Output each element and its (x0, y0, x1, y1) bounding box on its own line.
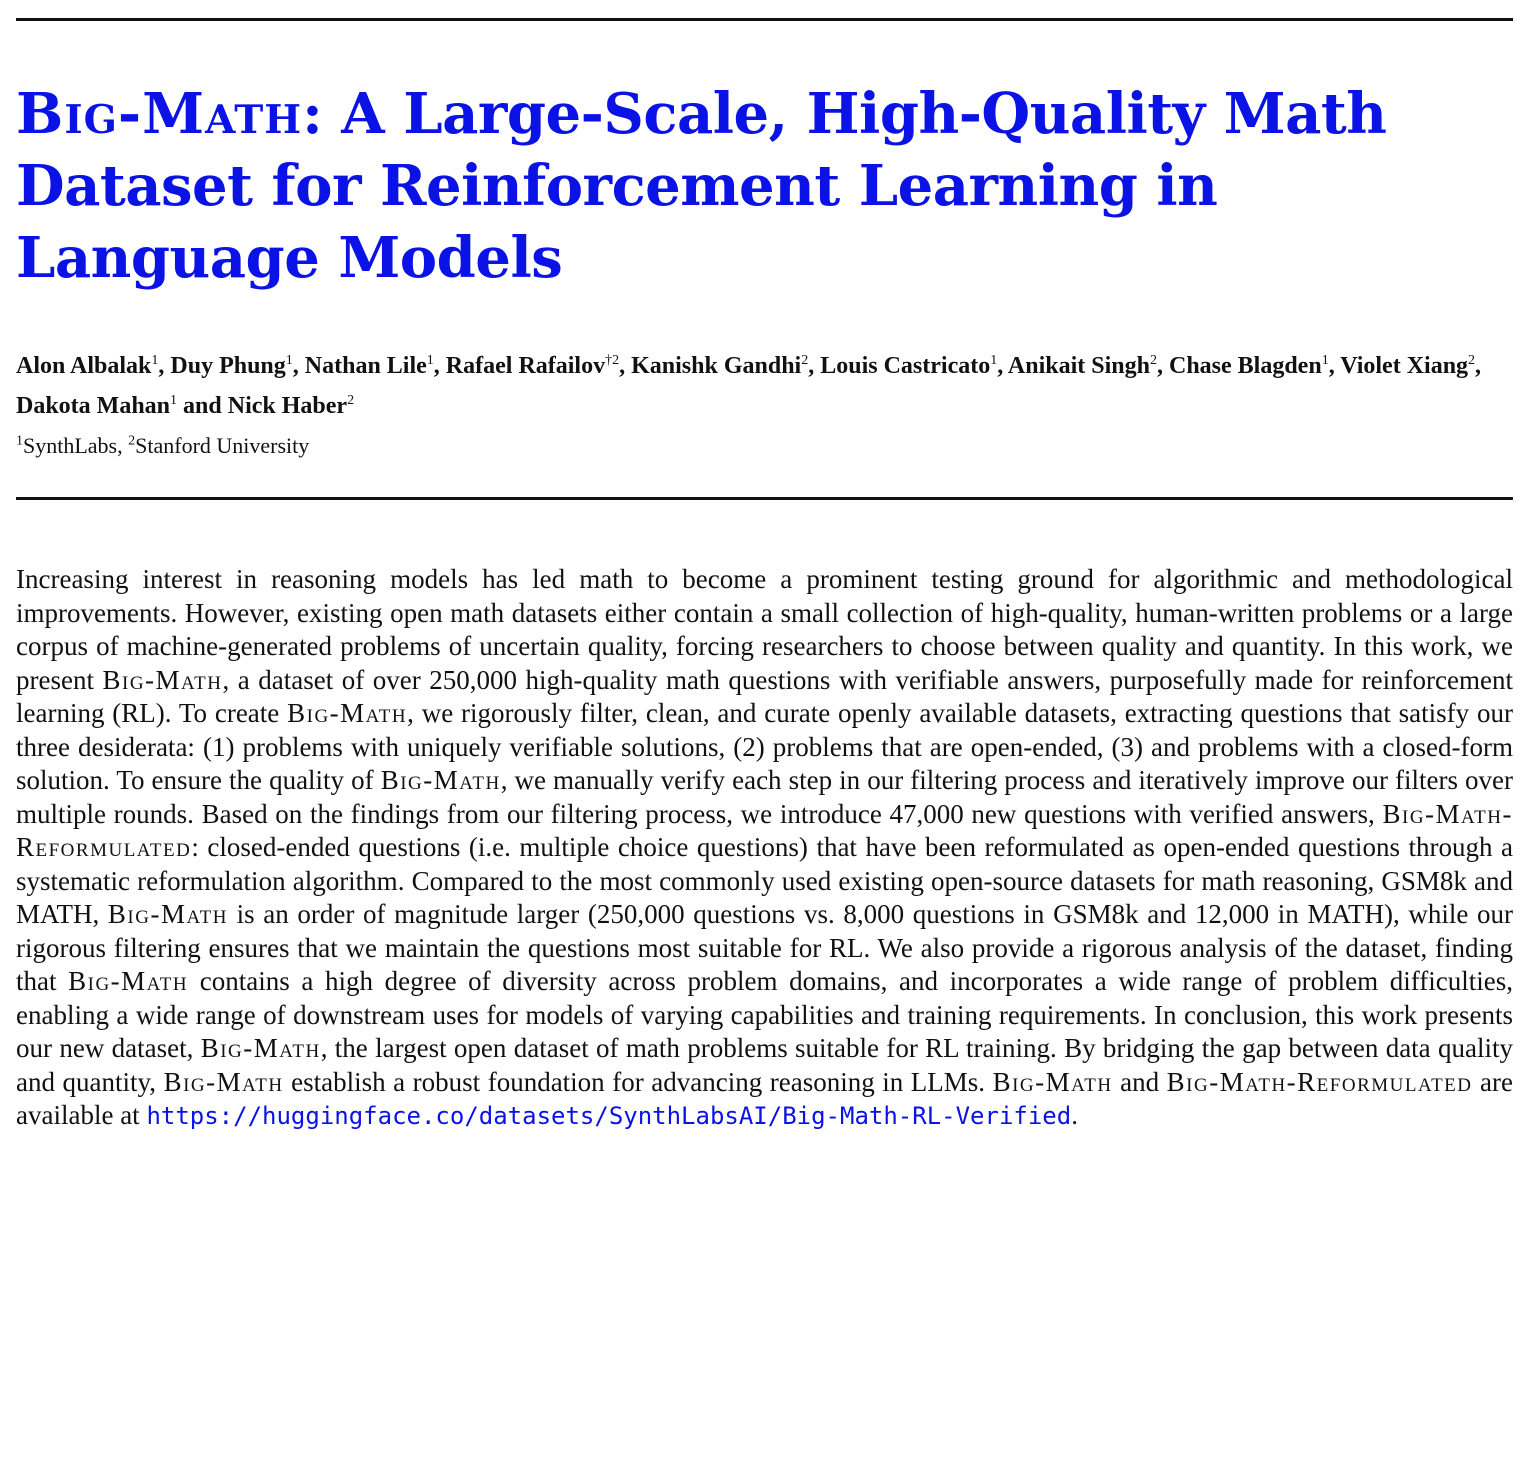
dataset-name: Big-Math (107, 899, 228, 929)
author-name: Alon Albalak (16, 353, 152, 379)
abstract-text: are available at (16, 1066, 1514, 1131)
author-affiliation-mark: 1 (170, 393, 178, 408)
abstract-text: Increasing interest in reasoning models … (16, 564, 1513, 695)
dataset-name: Big-Math-Reformulated (16, 798, 1513, 863)
abstract-text: : closed-ended questions (i.e. multiple … (16, 832, 1513, 929)
author-affiliation-mark: 2 (1149, 353, 1157, 368)
affiliations: 1SynthLabs, 2Stanford University (16, 432, 1513, 460)
author-separator: , (158, 353, 171, 379)
affiliation-name: Stanford University (135, 433, 310, 458)
dataset-name: Big-Math (163, 1066, 284, 1097)
author-separator: , (997, 353, 1008, 379)
dataset-name: Big-Math (380, 765, 501, 795)
author-name: Nathan Lile (304, 353, 427, 379)
author-affiliation-mark: 1 (990, 353, 998, 368)
affiliation-separator: , (117, 433, 129, 458)
author-name: Nick Haber (227, 393, 348, 419)
author-name: Anikait Singh (1007, 353, 1150, 379)
abstract-text: , a dataset of over 250,000 high-quality… (16, 664, 1514, 729)
dataset-name: Big-Math (68, 966, 189, 996)
author-name: Louis Castricato (820, 353, 991, 379)
author-separator: and (177, 393, 228, 419)
affiliation-mark: 1 (16, 433, 23, 449)
author-list: Alon Albalak1, Duy Phung1, Nathan Lile1,… (16, 346, 1513, 426)
abstract-text: , the largest open dataset of math probl… (16, 1033, 1513, 1097)
dataset-name: Big-Math (287, 698, 408, 728)
author-affiliation-mark: 2 (1468, 353, 1476, 368)
dataset-name: Big-Math (200, 1033, 321, 1063)
author-name: Duy Phung (170, 353, 286, 379)
author-name: Violet Xiang (1340, 353, 1469, 379)
author-name: Chase Blagden (1168, 353, 1322, 379)
top-rule (16, 18, 1513, 21)
abstract-text: establish a robust foundation for advanc… (283, 1066, 993, 1097)
author-affiliation-mark: 1 (426, 353, 434, 368)
abstract-text: . (1071, 1100, 1078, 1130)
author-separator: , (292, 353, 305, 379)
affiliation-mark: 2 (128, 433, 136, 449)
author-name: Kanishk Gandhi (631, 353, 802, 379)
affiliation-name: SynthLabs (23, 433, 118, 458)
author-affiliation-mark: 1 (1321, 353, 1329, 368)
author-affiliation-mark: †2 (605, 353, 620, 368)
author-separator: , (1156, 353, 1169, 379)
author-name: Dakota Mahan (16, 393, 171, 419)
author-separator: , (1328, 353, 1341, 379)
header-rule (16, 497, 1513, 500)
author-name: Rafael Rafailov (445, 353, 606, 379)
author-affiliation-mark: 2 (347, 393, 355, 408)
dataset-name: Big-Math-Reformulated (1166, 1066, 1473, 1097)
abstract-text: is an order of magnitude larger (250,000… (16, 899, 1513, 996)
abstract-text: contains a high degree of diversity acro… (16, 966, 1513, 1063)
title-dataset-name: Big-Math (16, 81, 303, 147)
abstract-text: and (1112, 1066, 1167, 1097)
abstract: Increasing interest in reasoning models … (16, 563, 1513, 1134)
dataset-name: Big-Math (992, 1066, 1113, 1097)
author-affiliation-mark: 2 (801, 353, 809, 368)
abstract-text: , we manually verify each step in our fi… (16, 765, 1514, 829)
author-affiliation-mark: 1 (285, 353, 293, 368)
dataset-link[interactable]: https://huggingface.co/datasets/SynthLab… (146, 1102, 1072, 1130)
author-separator: , (1475, 353, 1482, 379)
author-separator: , (808, 353, 821, 379)
author-separator: , (619, 353, 632, 379)
abstract-text: , we rigorously filter, clean, and curat… (16, 698, 1513, 795)
paper-title: Big-Math: A Large-Scale, High-Quality Ma… (16, 78, 1513, 294)
dataset-name: Big-Math (102, 664, 223, 695)
author-affiliation-mark: 1 (151, 353, 159, 368)
title-rest: : A Large-Scale, High-Quality Math Datas… (16, 81, 1387, 291)
author-separator: , (433, 353, 446, 379)
